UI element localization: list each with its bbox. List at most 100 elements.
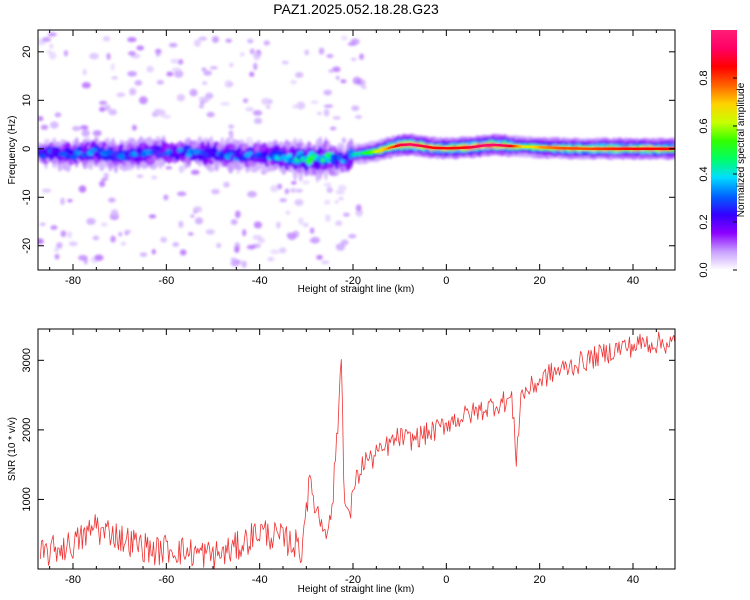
heatmap-core-cell [525,145,529,148]
heatmap-speckle [253,117,263,125]
heatmap-speckle [54,253,60,260]
heatmap-speckle [206,111,215,118]
heatmap-speckle [190,214,195,218]
heatmap-core-cell [654,147,657,150]
snr-x-tick-label: -20 [345,574,361,586]
heatmap-speckle [328,69,334,73]
heatmap-core-cell [640,147,643,150]
heatmap-speckle [325,214,331,222]
heatmap-speckle [335,189,345,195]
heatmap-speckle [151,249,156,255]
snr-series-line [39,331,675,569]
heatmap-core-cell [600,147,603,150]
heatmap-core-cell [614,147,617,150]
heatmap-speckle [102,35,111,42]
heatmap-speckle [230,219,238,225]
heatmap-cell [65,154,72,160]
heatmap-core-cell [647,147,650,150]
heatmap-core-cell [516,145,519,148]
heatmap-core-cell [612,147,615,150]
heatmap-core-cell [481,144,484,147]
heatmap-core-cell [535,146,538,149]
heatmap-speckle [111,76,118,80]
heatmap-core-cell [500,144,503,147]
heatmap-speckle [321,260,330,264]
heatmap-core-cell [451,146,454,150]
heatmap-core-cell [595,147,599,150]
heatmap-speckle [298,217,304,225]
heatmap-speckle [110,235,116,243]
heatmap-speckle [49,121,59,129]
heatmap-speckle [351,57,357,62]
heatmap-speckle [194,217,204,225]
heatmap-speckle [201,67,207,71]
heatmap-core-cell [448,147,452,150]
heatmap-core-cell [392,145,396,148]
heatmap-core-cell [432,146,435,149]
heatmap-speckle [120,241,126,246]
heatmap-core-cell [430,146,433,149]
heatmap-speckle [270,185,279,193]
heatmap-speckle [216,242,222,249]
heatmap-core-cell [623,147,627,150]
heatmap-speckle [304,49,310,56]
heatmap-speckle [173,69,184,78]
heatmap-speckle [60,197,65,206]
heatmap-speckle [50,225,58,230]
heatmap-core-cell [411,143,414,146]
snr-y-tick-label: 2000 [21,418,33,442]
heatmap-core-cell [537,146,540,149]
heatmap-speckle [358,53,365,60]
heatmap-speckle [235,170,241,175]
heatmap-speckle [146,65,154,73]
heatmap-speckle [172,242,180,247]
snr-x-label: Height of straight line (km) [298,584,415,595]
heatmap-speckle [284,188,290,195]
heatmap-core-cell [493,143,496,147]
heatmap-speckle [240,52,245,57]
heatmap-speckle [354,115,362,119]
heatmap-speckle [193,206,203,213]
heatmap-speckle [42,36,51,43]
heatmap-speckle [289,188,297,193]
heatmap-speckle [110,209,119,218]
heatmap-speckle [63,50,68,57]
heatmap-speckle [108,108,117,116]
snr-x-tick-label: -80 [65,574,81,586]
heatmap-speckle [285,210,291,215]
heatmap-core-cell [420,144,424,148]
heatmap-core-cell [551,146,554,149]
heatmap-speckle [355,79,362,84]
heatmap-speckle [148,214,157,219]
heatmap-speckle [332,116,341,120]
heatmap-speckle [46,138,51,143]
heatmap-core-cell [385,147,389,150]
heatmap-speckle [136,174,144,178]
heatmap-core-cell [661,147,664,150]
heatmap-core-cell [567,147,571,150]
heatmap-core-cell [409,143,412,146]
heatmap-cell [260,151,268,157]
heatmap-speckle [138,96,148,105]
heatmap-speckle [351,105,360,112]
heatmap-speckle [252,110,263,116]
heatmap-speckle [78,254,88,261]
heatmap-speckle [151,175,158,180]
heatmap-speckle [245,106,255,112]
spectrogram-x-tick-label: 20 [534,275,546,287]
heatmap-speckle [294,199,304,206]
heatmap-core-cell [509,144,512,148]
heatmap-core-cell [642,147,645,150]
heatmap-speckle [295,72,304,78]
heatmap-speckle [323,104,334,108]
heatmap-core-cell [495,143,498,147]
heatmap-core-cell [628,147,631,150]
heatmap-core-cell [462,146,466,149]
heatmap-speckle [263,40,270,46]
heatmap-core-cell [544,146,547,149]
heatmap-speckle [234,210,241,219]
colorbar-tick-label: 0.0 [698,262,710,277]
heatmap-speckle [68,241,78,247]
heatmap-speckle [110,63,115,71]
